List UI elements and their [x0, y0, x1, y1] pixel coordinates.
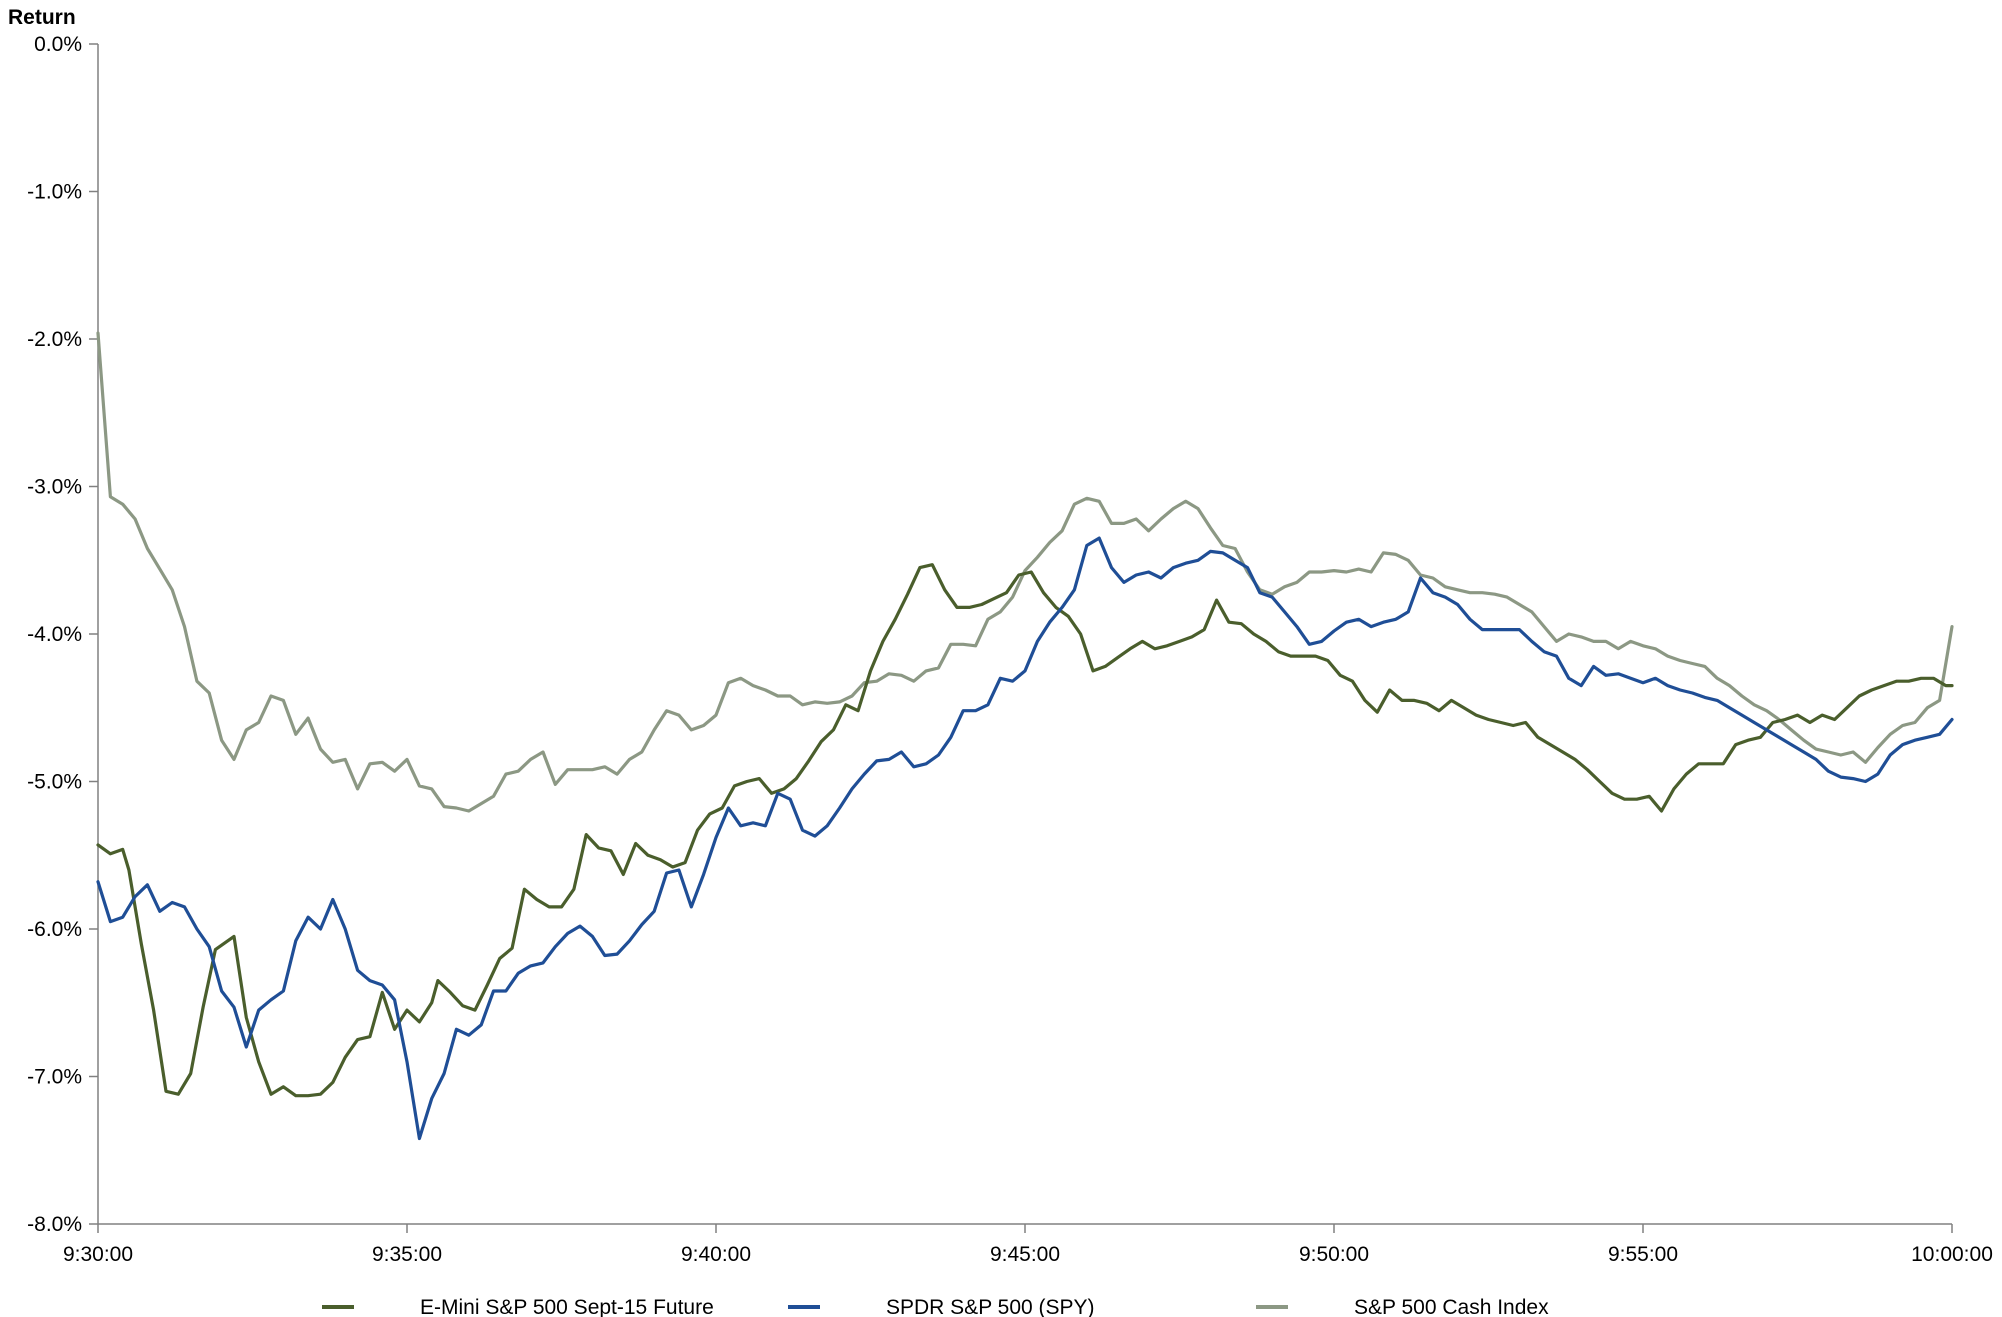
legend-label: S&P 500 Cash Index	[1354, 1296, 1549, 1317]
y-axis-title: Return	[8, 6, 76, 29]
x-tick-label: 9:45:00	[990, 1243, 1060, 1266]
y-axis-ticks: 0.0% -1.0% -2.0% -3.0% -4.0% -5.0% -6.0% -7.0% -…	[27, 33, 98, 1236]
y-tick-label: -7.0%	[27, 1066, 82, 1089]
series-lines	[96, 331, 1954, 1141]
x-tick-label: 9:30:00	[63, 1243, 133, 1266]
y-tick-label: -1.0%	[27, 181, 82, 204]
series-line-2	[96, 536, 1954, 1141]
x-tick-label: 9:40:00	[681, 1243, 751, 1266]
x-axis-ticks: 9:30:00 9:35:00 9:40:00 9:45:00 9:50:00 9:55:…	[63, 1224, 1993, 1266]
x-tick-label: 9:35:00	[372, 1243, 442, 1266]
series-line-3	[96, 331, 1954, 813]
y-tick-label: 0.0%	[34, 33, 82, 56]
y-tick-label: -6.0%	[27, 918, 82, 941]
legend-label: E-Mini S&P 500 Sept-15 Future	[420, 1296, 714, 1317]
y-tick-label: -8.0%	[27, 1213, 82, 1236]
y-tick-label: -4.0%	[27, 623, 82, 646]
y-tick-label: -2.0%	[27, 328, 82, 351]
series-line-1	[96, 563, 1954, 1098]
legend-label: SPDR S&P 500 (SPY)	[886, 1296, 1095, 1317]
y-tick-label: -3.0%	[27, 476, 82, 499]
x-tick-label: 10:00:00	[1911, 1243, 1993, 1266]
y-tick-label: -5.0%	[27, 771, 82, 794]
x-tick-label: 9:55:00	[1608, 1243, 1678, 1266]
x-tick-label: 9:50:00	[1299, 1243, 1369, 1266]
legend: E-Mini S&P 500 Sept-15 Future SPDR S&P 50…	[322, 1296, 1549, 1317]
